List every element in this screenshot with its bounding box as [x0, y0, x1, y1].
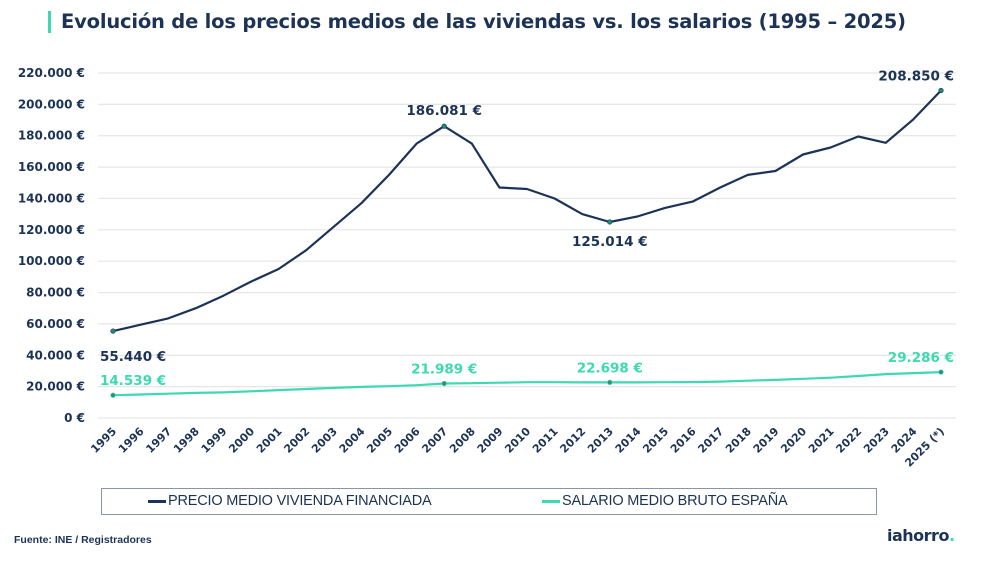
legend-swatch-salario — [542, 499, 560, 503]
data-label: 125.014 € — [572, 234, 648, 250]
y-tick-label: 180.000 € — [18, 129, 85, 143]
y-tick-label: 200.000 € — [18, 97, 85, 111]
y-tick-label: 40.000 € — [26, 348, 85, 362]
legend-swatch-precio-vivienda — [148, 499, 166, 503]
x-tick-label: 2005 — [364, 425, 395, 456]
x-tick-label: 2007 — [419, 425, 450, 456]
x-tick-label: 2020 — [778, 425, 809, 456]
annotations-group: 55.440 € 186.081 € 125.014 € 208.850 € 14.53… — [100, 68, 954, 398]
x-tick-label: 2011 — [530, 425, 561, 456]
data-point-marker — [938, 87, 944, 94]
x-tick-label: 2013 — [585, 425, 616, 456]
series-line-precio-vivienda — [111, 89, 943, 333]
data-point-marker — [110, 392, 116, 398]
data-point-marker — [110, 328, 116, 334]
y-tick-label: 140.000 € — [18, 191, 85, 205]
series-line-salario — [111, 371, 943, 397]
x-tick-label: 1997 — [143, 425, 174, 456]
data-point-marker — [441, 123, 447, 129]
x-tick-label: 2001 — [254, 425, 285, 456]
x-tick-label: 2012 — [557, 425, 588, 456]
x-tick-label: 2023 — [861, 425, 892, 456]
legend-label-salario: SALARIO MEDIO BRUTO ESPAÑA — [562, 493, 788, 509]
grid-lines — [98, 72, 956, 419]
y-axis-ticks: 0 € 20.000 € 40.000 € 60.000 € 80.000 € 100.0… — [18, 66, 85, 425]
y-tick-label: 160.000 € — [18, 160, 85, 174]
title-accent-bar — [48, 10, 51, 33]
x-axis-ticks: 1995199619971998199920002001200220032004… — [88, 425, 947, 470]
x-tick-label: 1996 — [116, 425, 147, 456]
x-tick-label: 2006 — [392, 425, 423, 456]
x-tick-label: 2021 — [806, 425, 837, 456]
data-point-marker — [938, 369, 944, 375]
y-tick-label: 60.000 € — [26, 317, 85, 331]
chart-title: Evolución de los precios medios de las v… — [61, 10, 906, 33]
y-tick-label: 20.000 € — [26, 380, 85, 394]
x-tick-label: 2003 — [309, 425, 340, 456]
data-point-marker — [441, 380, 447, 387]
x-tick-label: 2017 — [695, 425, 726, 456]
data-label: 21.989 € — [411, 362, 477, 378]
y-tick-label: 120.000 € — [18, 223, 85, 237]
x-tick-label: 2018 — [723, 425, 754, 456]
data-label: 208.850 € — [878, 68, 954, 84]
chart-title-wrap: Evolución de los precios medios de las v… — [48, 10, 906, 33]
y-tick-label: 220.000 € — [18, 66, 85, 80]
data-label: 22.698 € — [577, 360, 643, 376]
data-label: 55.440 € — [100, 349, 166, 365]
x-tick-label: 1999 — [199, 425, 230, 456]
x-tick-label: 2014 — [613, 425, 644, 456]
logo-dot: . — [948, 526, 955, 545]
legend: PRECIO MEDIO VIVIENDA FINANCIADA SALARIO… — [101, 488, 877, 515]
x-tick-label: 1998 — [171, 425, 202, 456]
logo-text: iahorro — [887, 526, 949, 545]
x-tick-label: 2002 — [281, 425, 312, 456]
x-tick-label: 2019 — [751, 425, 782, 456]
data-point-marker — [607, 219, 613, 225]
x-tick-label: 2004 — [337, 425, 368, 456]
y-tick-label: 0 € — [64, 411, 85, 425]
x-tick-label: 2010 — [502, 425, 533, 456]
data-label: 29.286 € — [888, 350, 954, 366]
legend-label-precio-vivienda: PRECIO MEDIO VIVIENDA FINANCIADA — [168, 493, 432, 509]
x-tick-label: 2009 — [475, 425, 506, 456]
legend-item-salario: SALARIO MEDIO BRUTO ESPAÑA — [542, 493, 788, 509]
legend-item-precio-vivienda: PRECIO MEDIO VIVIENDA FINANCIADA — [148, 493, 432, 509]
data-label: 186.081 € — [406, 103, 482, 119]
data-label: 14.539 € — [100, 373, 166, 389]
source-note: Fuente: INE / Registradores — [14, 534, 152, 546]
data-point-marker — [607, 379, 613, 386]
line-chart: 0 € 20.000 € 40.000 € 60.000 € 80.000 € 100.0… — [18, 66, 956, 470]
series-group — [111, 89, 943, 397]
iahorro-logo: iahorro. — [887, 526, 955, 545]
x-tick-label: 2022 — [833, 425, 864, 456]
y-tick-label: 100.000 € — [18, 254, 85, 268]
x-tick-label: 2015 — [640, 425, 671, 456]
x-tick-label: 2008 — [447, 425, 478, 456]
x-tick-label: 1995 — [88, 425, 119, 456]
x-tick-label: 2000 — [226, 425, 257, 456]
y-tick-label: 80.000 € — [26, 286, 85, 300]
x-tick-label: 2016 — [668, 425, 699, 456]
